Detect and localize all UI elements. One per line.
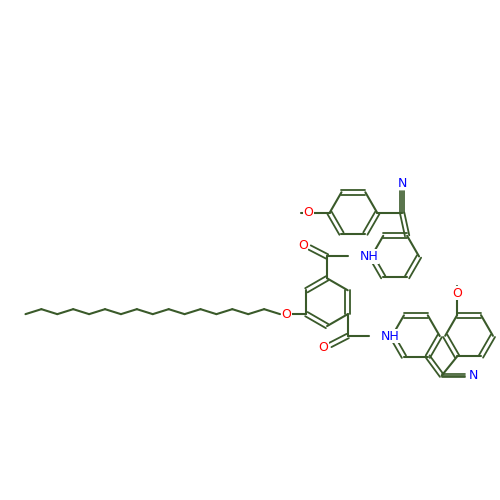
Text: O: O [304, 206, 314, 220]
Text: NH: NH [380, 330, 400, 342]
Text: O: O [282, 308, 292, 320]
Text: N: N [468, 369, 477, 382]
Text: O: O [318, 341, 328, 354]
Text: N: N [398, 176, 407, 190]
Text: NH: NH [360, 250, 378, 263]
Text: O: O [452, 287, 462, 300]
Text: O: O [298, 238, 308, 252]
